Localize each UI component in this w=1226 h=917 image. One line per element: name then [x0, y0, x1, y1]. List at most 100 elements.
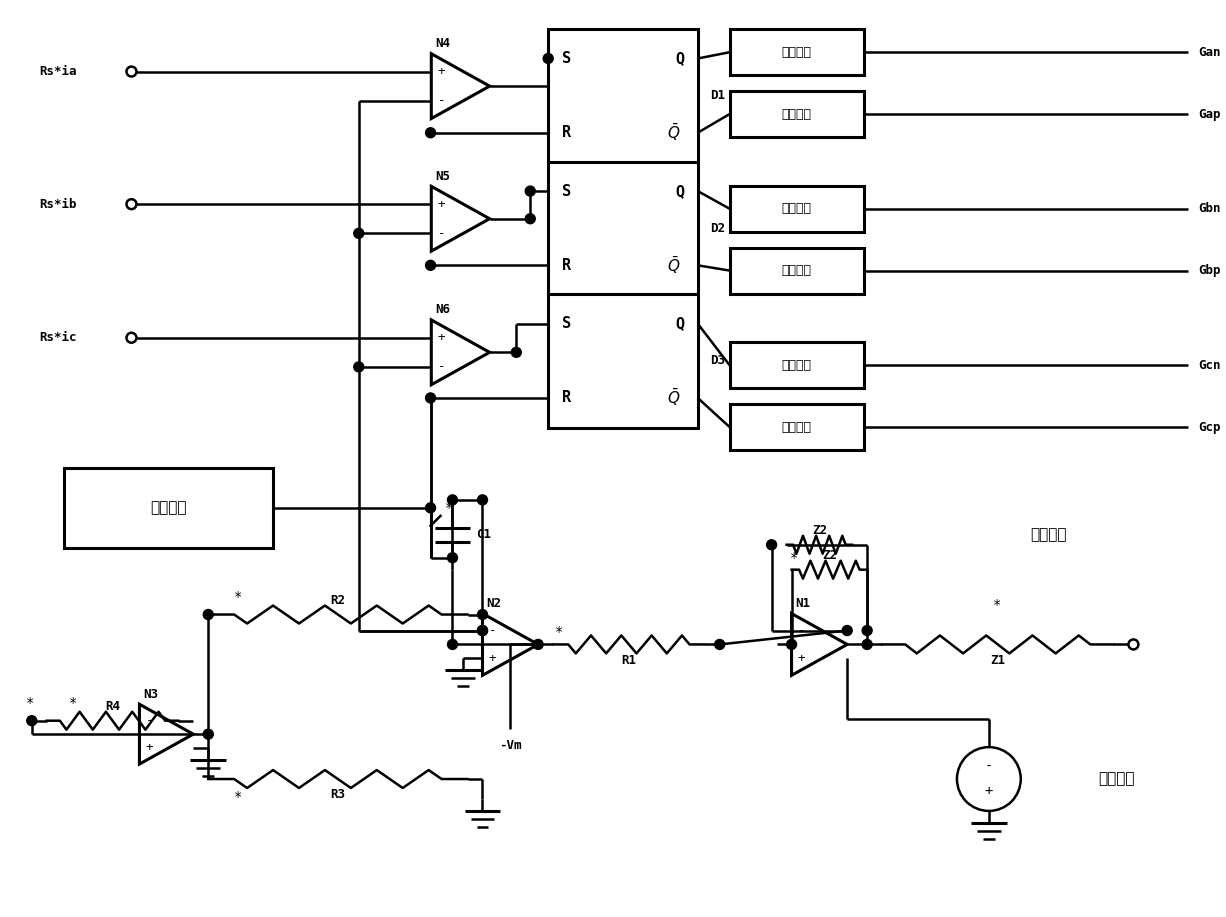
- Text: Q: Q: [676, 51, 684, 66]
- Text: -Vm: -Vm: [499, 738, 521, 752]
- Text: *: *: [234, 790, 243, 804]
- Circle shape: [862, 625, 872, 635]
- Text: *: *: [234, 590, 243, 603]
- Circle shape: [425, 503, 435, 513]
- Circle shape: [204, 610, 213, 620]
- Text: -: -: [438, 94, 445, 107]
- Circle shape: [511, 348, 521, 358]
- Text: $\bar{Q}$: $\bar{Q}$: [667, 387, 680, 408]
- Text: -: -: [984, 760, 993, 774]
- Text: 死区电路: 死区电路: [781, 46, 812, 59]
- Text: *: *: [69, 696, 77, 710]
- Circle shape: [715, 639, 725, 649]
- Bar: [729, 186, 864, 232]
- Text: N6: N6: [435, 304, 450, 316]
- Text: R1: R1: [622, 654, 636, 667]
- Circle shape: [27, 715, 37, 725]
- Text: $\bar{Q}$: $\bar{Q}$: [667, 255, 680, 276]
- Text: Q: Q: [676, 183, 684, 199]
- Text: 复位信号: 复位信号: [150, 501, 186, 515]
- Text: Gcn: Gcn: [1198, 359, 1221, 371]
- Text: N2: N2: [487, 597, 501, 610]
- Text: S: S: [562, 183, 571, 199]
- Text: Gan: Gan: [1198, 46, 1221, 59]
- Text: +: +: [438, 65, 445, 78]
- Text: S: S: [562, 316, 571, 331]
- Circle shape: [533, 639, 543, 649]
- Bar: [729, 342, 864, 388]
- Text: +: +: [798, 652, 805, 665]
- Circle shape: [787, 639, 797, 649]
- Circle shape: [525, 186, 536, 196]
- Text: R2: R2: [330, 594, 346, 607]
- Text: 死区电路: 死区电路: [781, 421, 812, 434]
- Text: *: *: [993, 598, 1000, 612]
- Text: N5: N5: [435, 170, 450, 182]
- Circle shape: [525, 214, 536, 224]
- Text: +: +: [438, 198, 445, 211]
- Circle shape: [766, 540, 776, 549]
- Text: Z2: Z2: [812, 525, 826, 537]
- Text: D1: D1: [710, 89, 725, 102]
- Circle shape: [425, 393, 435, 403]
- Text: Gbp: Gbp: [1198, 264, 1221, 277]
- Circle shape: [842, 625, 852, 635]
- Text: -: -: [489, 624, 497, 637]
- Text: *: *: [791, 551, 799, 565]
- Text: 死区电路: 死区电路: [781, 107, 812, 120]
- Text: +: +: [984, 784, 993, 798]
- Text: 死区电路: 死区电路: [781, 359, 812, 371]
- Bar: [729, 248, 864, 293]
- Text: -: -: [798, 624, 805, 637]
- Text: 输出取样: 输出取样: [1030, 527, 1067, 542]
- Text: +: +: [438, 331, 445, 344]
- Text: Z2: Z2: [821, 549, 837, 562]
- Bar: [729, 29, 864, 75]
- Text: +: +: [489, 652, 497, 665]
- Text: Gcp: Gcp: [1198, 421, 1221, 434]
- Text: D2: D2: [710, 222, 725, 235]
- Circle shape: [543, 53, 553, 63]
- Circle shape: [477, 495, 488, 505]
- Circle shape: [425, 127, 435, 138]
- Text: R: R: [562, 126, 571, 140]
- Circle shape: [477, 625, 488, 635]
- Bar: [64, 468, 273, 547]
- Text: 死区电路: 死区电路: [781, 203, 812, 215]
- Text: *: *: [555, 625, 563, 639]
- Text: -: -: [438, 226, 445, 240]
- Text: -: -: [438, 360, 445, 373]
- Text: *: *: [26, 696, 34, 710]
- Text: -: -: [146, 714, 153, 727]
- Text: Q: Q: [676, 316, 684, 331]
- Bar: [729, 91, 864, 137]
- Text: Rs*ib: Rs*ib: [39, 198, 77, 211]
- Text: Gap: Gap: [1198, 107, 1221, 120]
- Circle shape: [447, 495, 457, 505]
- Circle shape: [204, 729, 213, 739]
- Circle shape: [447, 639, 457, 649]
- Text: C1: C1: [477, 528, 492, 541]
- Text: Rs*ia: Rs*ia: [39, 65, 77, 78]
- Text: R: R: [562, 391, 571, 405]
- Text: Z1: Z1: [991, 654, 1005, 667]
- Text: 死区电路: 死区电路: [781, 264, 812, 277]
- Text: +: +: [146, 741, 153, 754]
- Text: 基准电压: 基准电压: [1098, 771, 1135, 787]
- Text: D3: D3: [710, 354, 725, 368]
- Circle shape: [354, 228, 364, 238]
- Text: N3: N3: [143, 688, 158, 701]
- Text: R3: R3: [330, 789, 346, 801]
- Text: N4: N4: [435, 38, 450, 50]
- Text: Rs*ic: Rs*ic: [39, 331, 77, 344]
- Text: R: R: [562, 258, 571, 273]
- Text: N1: N1: [796, 597, 810, 610]
- Text: S: S: [562, 51, 571, 66]
- Circle shape: [477, 625, 488, 635]
- Circle shape: [447, 553, 457, 563]
- Bar: [548, 29, 698, 428]
- Circle shape: [477, 610, 488, 620]
- Text: *: *: [445, 501, 454, 514]
- Circle shape: [425, 260, 435, 271]
- Bar: [729, 404, 864, 450]
